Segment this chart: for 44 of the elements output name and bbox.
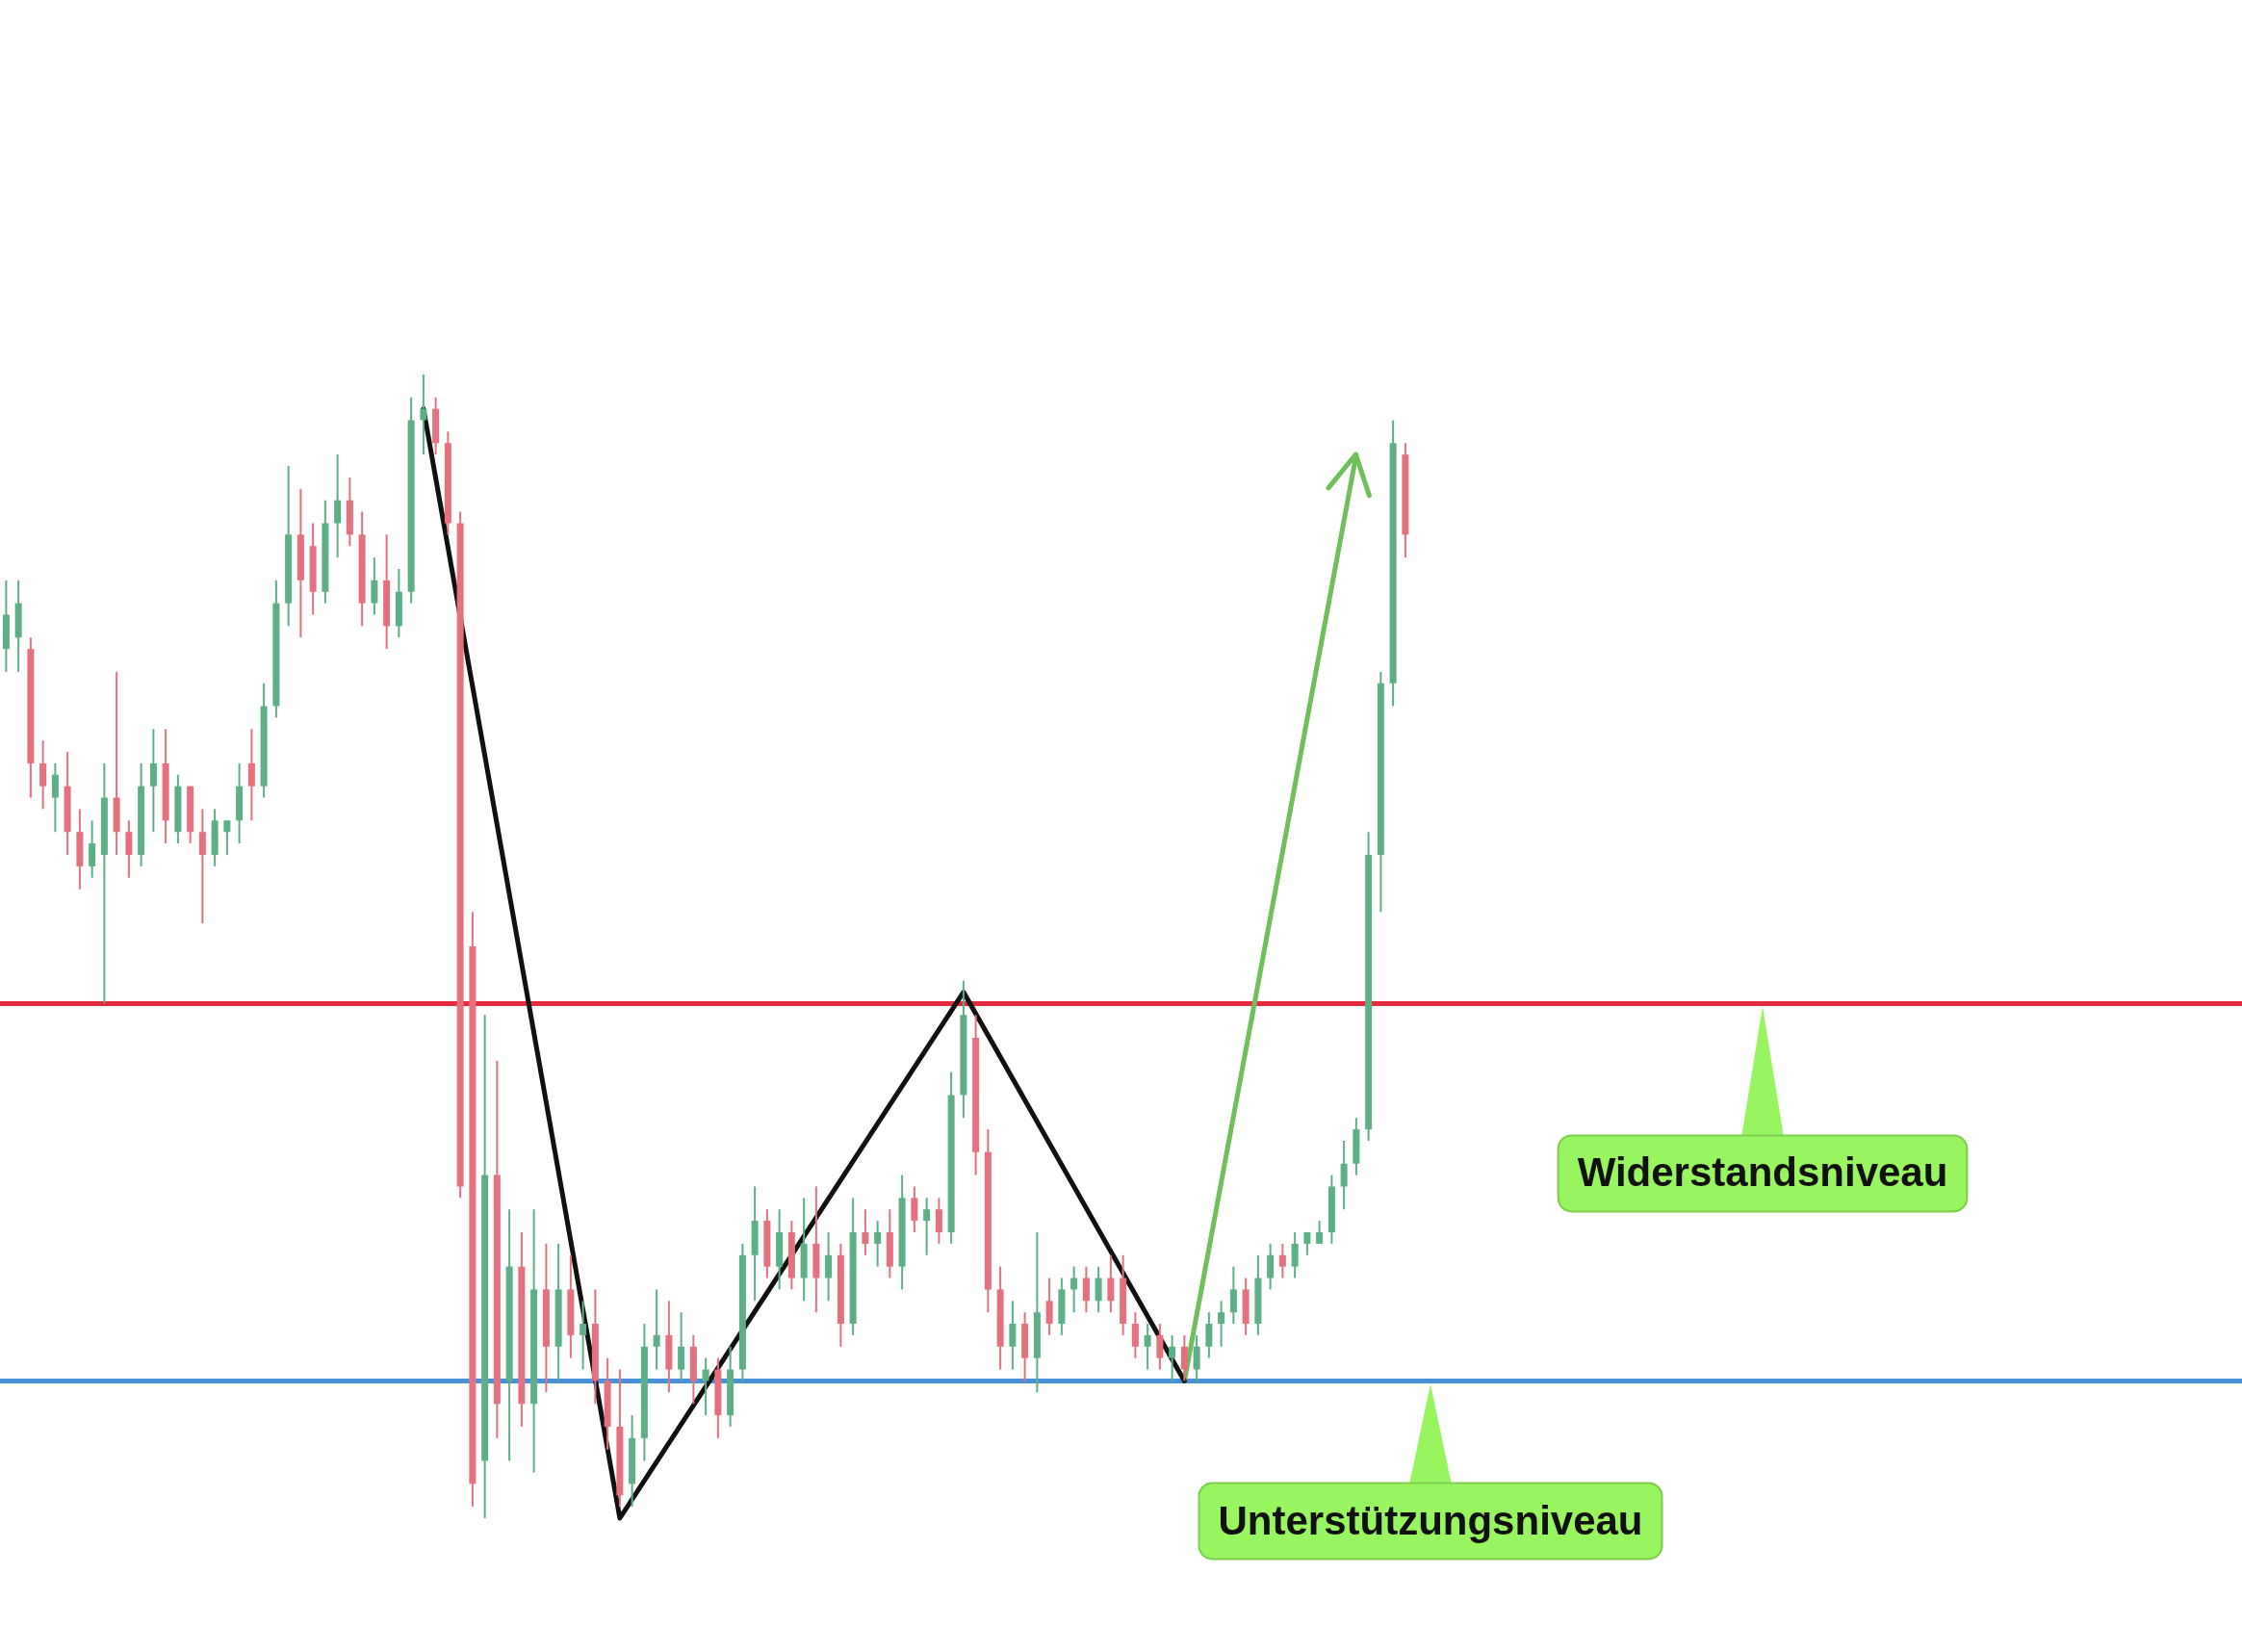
candlestick (1131, 1311, 1139, 1359)
candlestick (247, 728, 255, 822)
candlestick (1169, 1333, 1176, 1382)
candlestick (1303, 1231, 1311, 1256)
candlestick (223, 819, 231, 856)
candlestick (580, 1300, 587, 1371)
candlestick (1193, 1333, 1200, 1382)
candlestick (1291, 1231, 1299, 1279)
candlestick (1107, 1253, 1115, 1314)
candlestick (420, 374, 427, 456)
candlestick (1156, 1323, 1164, 1371)
candlestick (89, 819, 96, 879)
ref-line-label: Widerstandsniveau (1577, 1149, 1948, 1196)
candlestick (1205, 1311, 1213, 1359)
candlestick (935, 1197, 942, 1245)
candlestick (1340, 1139, 1348, 1211)
candlestick (1218, 1300, 1225, 1348)
candlestick (1144, 1323, 1151, 1371)
candlestick (1070, 1265, 1078, 1314)
candlestick (1009, 1300, 1017, 1371)
candlestick (334, 453, 342, 559)
candlestick (1095, 1265, 1102, 1314)
candlestick (125, 819, 133, 879)
candlestick (51, 761, 59, 834)
candlestick (1045, 1277, 1053, 1336)
candlestick (1278, 1242, 1286, 1279)
candlestick (702, 1356, 709, 1417)
candlestick (923, 1197, 931, 1256)
candlestick (1229, 1265, 1237, 1326)
candlestick (911, 1185, 918, 1233)
candlestick (371, 556, 378, 616)
ref-line-label: Unterstützungsniveau (1218, 1497, 1643, 1543)
candlestick (1180, 1333, 1188, 1382)
candlestick (678, 1311, 685, 1382)
candlestick (1316, 1220, 1324, 1245)
candlestick (862, 1208, 869, 1256)
candlestick (39, 739, 47, 811)
candlestick (653, 1288, 660, 1371)
candlestick (1082, 1265, 1090, 1314)
candlestick (825, 1231, 833, 1303)
candlestick (1267, 1242, 1275, 1291)
candlestick (874, 1220, 882, 1268)
candlestick (149, 728, 157, 834)
candlestick (198, 808, 206, 925)
